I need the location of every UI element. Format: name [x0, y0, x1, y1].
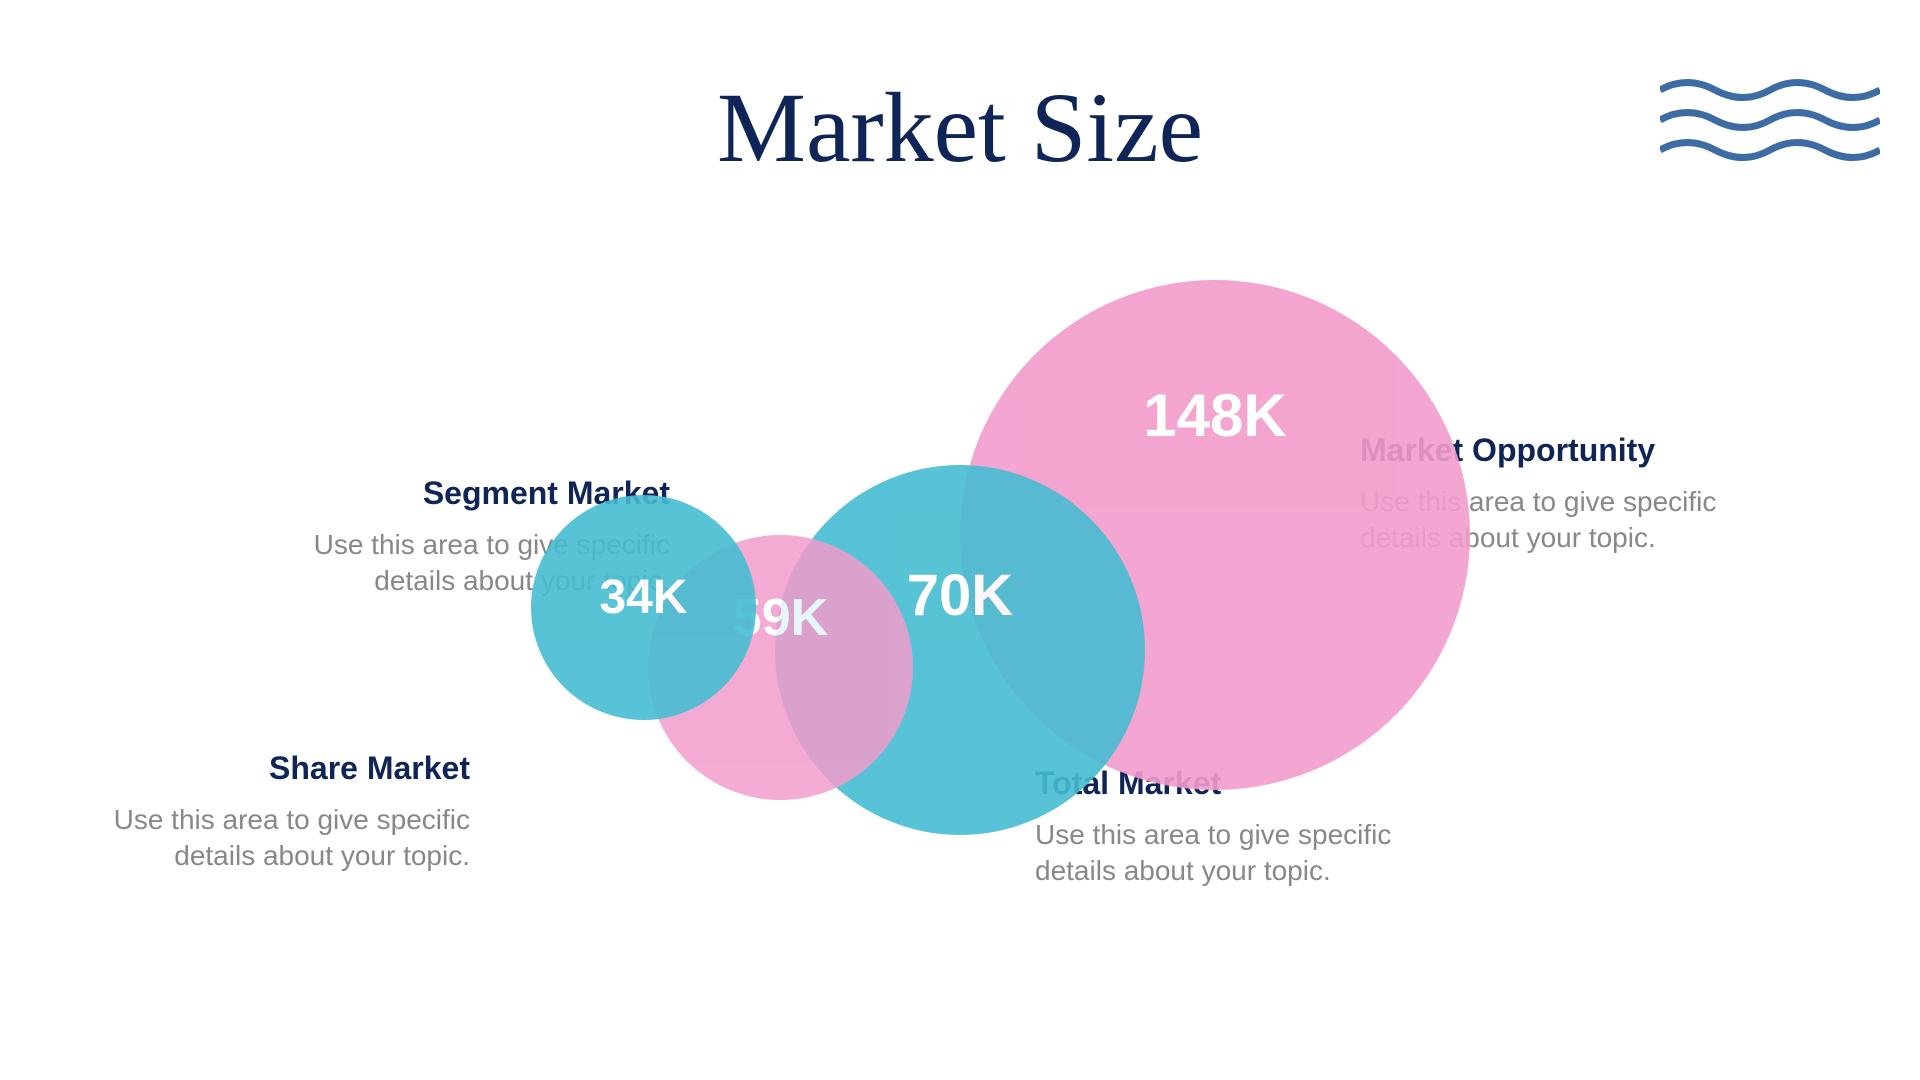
bubble-0: 34K: [531, 495, 756, 720]
bubble-value-0: 34K: [599, 570, 687, 625]
label-desc-2: Use this area to give specificdetails ab…: [1035, 817, 1391, 890]
bubble-value-3: 148K: [1143, 381, 1286, 450]
label-title-0: Share Market: [114, 750, 470, 787]
label-desc-0: Use this area to give specificdetails ab…: [114, 802, 470, 875]
page-title: Market Size: [717, 70, 1203, 185]
bubble-value-2: 70K: [907, 562, 1013, 629]
label-block-0: Share Market Use this area to give specif…: [114, 750, 470, 875]
wave-icon: [1660, 70, 1880, 175]
